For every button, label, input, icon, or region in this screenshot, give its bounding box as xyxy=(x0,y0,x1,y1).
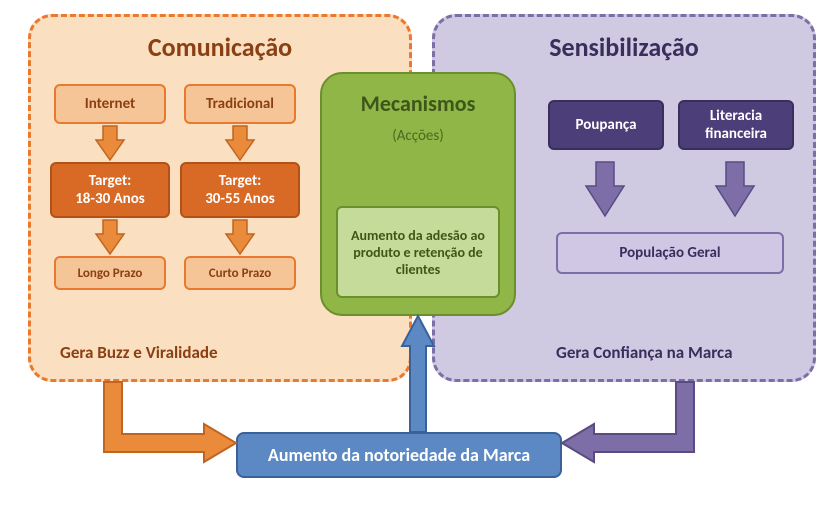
arrow-comm-1b xyxy=(96,220,124,254)
sens-literacia: Literacia financeira xyxy=(678,100,794,150)
mechanisms-title: Mecanismos xyxy=(322,90,514,117)
arrow-purple-l xyxy=(562,382,702,460)
arrow-sens-right xyxy=(716,162,754,216)
arrow-sens-left xyxy=(586,162,624,216)
panel-mechanisms: Mecanismos (Acções) Aumento da adesão ao… xyxy=(320,72,516,316)
sens-poupanca: Poupança xyxy=(548,100,664,150)
comm-curto-prazo: Curto Prazo xyxy=(184,256,296,290)
arrow-comm-2b xyxy=(226,220,254,254)
comm-target-18-30: Target: 18-30 Anos xyxy=(50,162,170,218)
mechanisms-subtitle: (Acções) xyxy=(322,127,514,145)
arrow-comm-1a xyxy=(96,126,124,160)
comm-internet: Internet xyxy=(54,84,166,124)
comm-footer: Gera Buzz e Viralidade xyxy=(60,342,218,363)
result-box: Aumento da notoriedade da Marca xyxy=(236,432,562,478)
sens-populacao: População Geral xyxy=(556,232,784,274)
comm-tradicional: Tradicional xyxy=(184,84,296,124)
arrow-comm-2a xyxy=(226,126,254,160)
arrow-orange-l xyxy=(96,382,236,460)
arrow-blue-up xyxy=(402,316,434,432)
comm-target-30-55: Target: 30-55 Anos xyxy=(180,162,300,218)
sens-footer: Gera Confiança na Marca xyxy=(556,342,732,363)
panel-sensitization-title: Sensibilização xyxy=(435,31,813,63)
mechanisms-inner-box: Aumento da adesão ao produto e retenção … xyxy=(336,206,500,298)
comm-longo-prazo: Longo Prazo xyxy=(54,256,166,290)
panel-communication-title: Comunicação xyxy=(31,31,409,63)
